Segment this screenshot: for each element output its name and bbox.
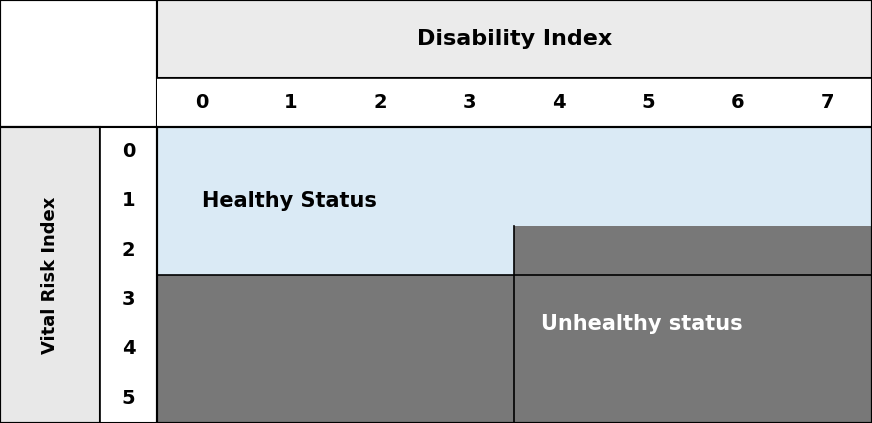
- Text: 1: 1: [122, 192, 135, 210]
- Text: 3: 3: [463, 93, 476, 112]
- Bar: [157, 225, 514, 275]
- Text: 3: 3: [122, 290, 135, 309]
- Text: Unhealthy status: Unhealthy status: [542, 314, 743, 334]
- Text: 2: 2: [373, 93, 387, 112]
- Text: Healthy Status: Healthy Status: [201, 191, 377, 211]
- Text: 5: 5: [122, 389, 135, 408]
- Bar: [157, 0, 872, 78]
- Bar: [100, 127, 157, 423]
- Text: Vital Risk Index: Vital Risk Index: [41, 196, 59, 354]
- Bar: [0, 127, 100, 423]
- Text: 4: 4: [552, 93, 566, 112]
- Text: Disability Index: Disability Index: [417, 29, 612, 49]
- Text: 1: 1: [284, 93, 298, 112]
- Text: 4: 4: [122, 340, 135, 358]
- Text: 6: 6: [731, 93, 745, 112]
- Bar: [157, 127, 872, 225]
- Text: 5: 5: [642, 93, 656, 112]
- Bar: [157, 127, 872, 423]
- Bar: [157, 78, 872, 127]
- Text: 7: 7: [821, 93, 834, 112]
- Text: 0: 0: [122, 142, 135, 161]
- Text: 2: 2: [122, 241, 135, 260]
- Bar: [157, 127, 872, 423]
- Text: 0: 0: [195, 93, 208, 112]
- Bar: [0, 0, 157, 127]
